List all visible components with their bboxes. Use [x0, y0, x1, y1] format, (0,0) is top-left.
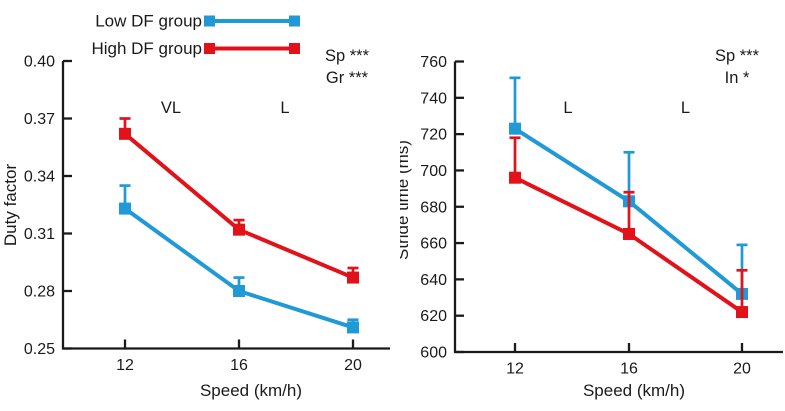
y-tick-label: 0.40 — [24, 54, 55, 71]
x-tick-label: 12 — [506, 361, 524, 378]
segment-label: L — [563, 99, 572, 117]
y-tick-label: 0.31 — [24, 226, 55, 243]
series-marker-high-df-group — [736, 306, 748, 319]
y-axis-title: Duty factor — [1, 164, 20, 247]
segment-label: L — [280, 99, 289, 117]
stride-time-chart: 600 620 640 660 680 700 720 740 760 12 16 20 Stride … — [400, 47, 783, 400]
legend-item-label: Low DF group — [95, 12, 202, 31]
legend-marker-high-df-group — [289, 43, 300, 54]
y-tick-label: 760 — [420, 54, 447, 71]
y-tick-label: 0.28 — [24, 284, 55, 301]
y-tick-label: 700 — [420, 163, 447, 180]
x-tick-label: 20 — [344, 357, 362, 374]
legend-item-label: High DF group — [91, 39, 202, 58]
stat-annotation: Gr *** — [326, 69, 369, 87]
y-axis-title: Stride time (ms) — [400, 140, 412, 260]
x-axis-title: Speed (km/h) — [200, 381, 302, 400]
series-line-high-df-group — [123, 132, 354, 280]
x-axis-title: Speed (km/h) — [583, 381, 685, 400]
legend-marker-high-df-group — [204, 43, 215, 54]
legend-marker-low-df-group — [204, 15, 215, 27]
x-tick-label: 20 — [733, 361, 751, 378]
stat-annotation: Sp *** — [325, 47, 370, 65]
segment-label: L — [681, 99, 690, 117]
y-tick-label: 720 — [420, 127, 447, 144]
stat-annotation: In * — [725, 69, 750, 87]
series-marker-low-df-group — [509, 122, 521, 135]
duty-factor-chart: 0.25 0.28 0.31 0.34 0.37 0.40 12 16 20 Duty facto… — [1, 12, 390, 400]
y-tick-label: 740 — [420, 90, 447, 107]
y-tick-label: 0.37 — [24, 111, 55, 128]
y-tick-label: 680 — [420, 199, 447, 216]
x-tick-label: 16 — [620, 361, 638, 378]
stat-annotation: Sp *** — [715, 47, 760, 65]
series-marker-high-df-group — [347, 271, 359, 284]
series-marker-high-df-group — [623, 227, 635, 240]
x-tick-label: 16 — [230, 357, 248, 374]
axis-frame — [61, 61, 390, 350]
y-tick-label: 0.34 — [24, 169, 55, 186]
y-tick-label: 600 — [420, 345, 447, 362]
segment-label: VL — [161, 99, 181, 117]
series-marker-high-df-group — [119, 127, 131, 140]
series-marker-low-df-group — [347, 321, 359, 334]
x-tick-label: 12 — [116, 357, 134, 374]
series-marker-low-df-group — [119, 202, 131, 215]
y-tick-label: 660 — [420, 236, 447, 253]
y-tick-label: 0.25 — [24, 341, 55, 358]
series-marker-low-df-group — [233, 285, 245, 297]
y-tick-label: 620 — [420, 308, 447, 325]
y-tick-label: 640 — [420, 272, 447, 289]
legend-marker-low-df-group — [289, 15, 300, 27]
series-marker-high-df-group — [233, 223, 245, 236]
series-marker-high-df-group — [509, 171, 521, 184]
